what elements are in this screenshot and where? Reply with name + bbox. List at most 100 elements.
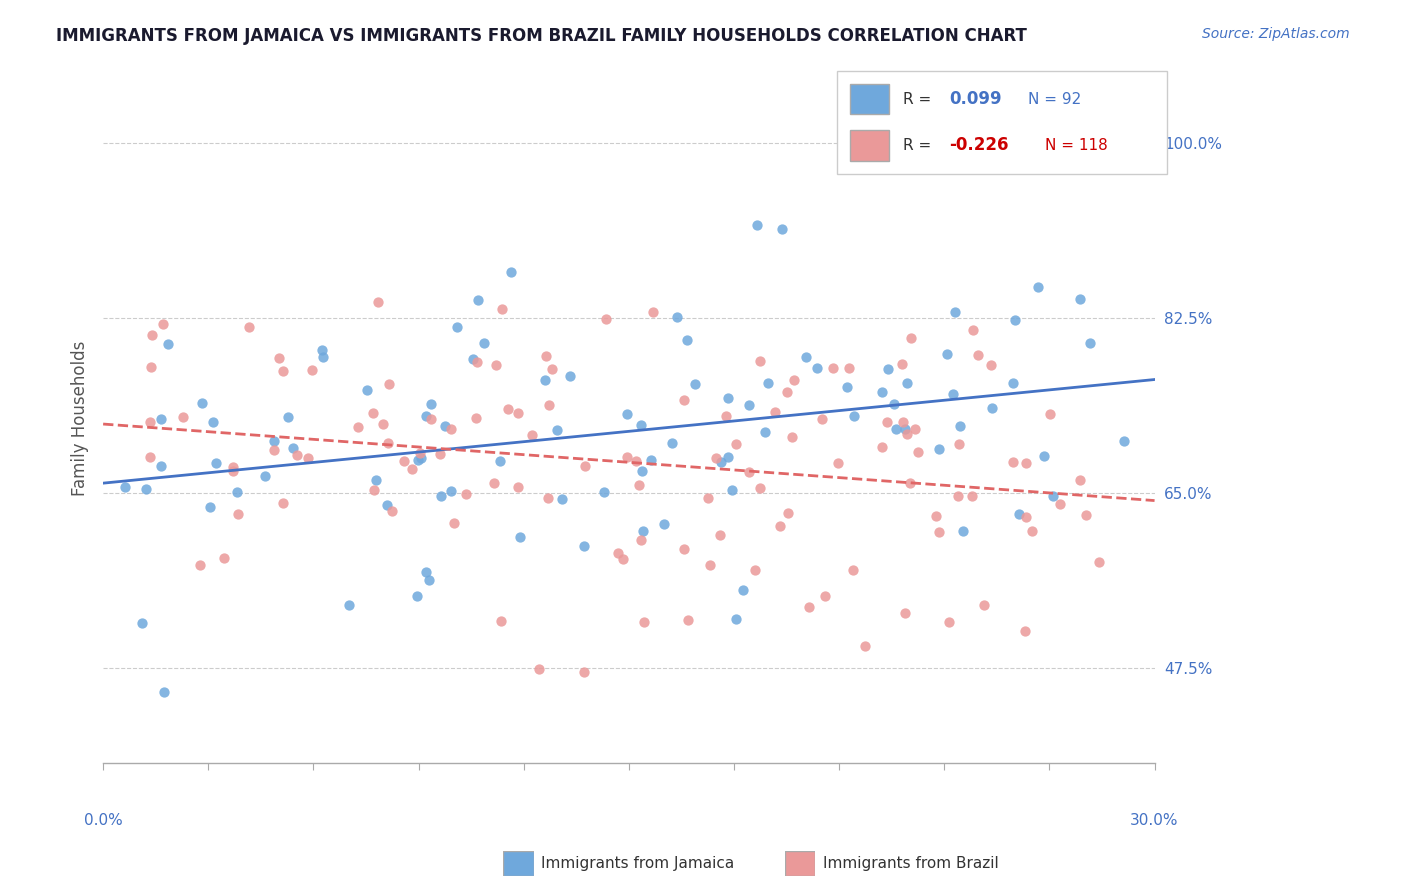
Point (1114, 434, 1136, 448)
Point (285, 448, 308, 462)
Point (810, 412, 832, 426)
Point (361, 406, 384, 420)
Point (366, 473, 388, 487)
Point (685, 376, 707, 391)
Point (778, 506, 800, 520)
Text: 30.0%: 30.0% (1130, 814, 1178, 828)
Point (467, 293, 489, 307)
Point (898, 475, 921, 490)
Point (737, 398, 759, 412)
Point (157, 337, 180, 351)
Point (415, 409, 437, 423)
Text: N = 118: N = 118 (1045, 137, 1108, 153)
Point (704, 451, 727, 466)
Point (1002, 376, 1025, 390)
Point (720, 483, 742, 498)
Text: N = 92: N = 92 (1028, 92, 1081, 106)
Point (429, 490, 451, 504)
Point (406, 453, 429, 467)
Point (465, 355, 488, 369)
Point (814, 589, 837, 603)
Point (896, 427, 918, 442)
Point (520, 427, 543, 442)
Point (401, 461, 423, 475)
Point (356, 383, 378, 397)
Point (420, 397, 443, 411)
Point (434, 419, 457, 434)
Text: Source: ZipAtlas.com: Source: ZipAtlas.com (1202, 27, 1350, 41)
Point (538, 398, 561, 412)
Point (717, 450, 740, 464)
Point (612, 551, 634, 566)
Point (1039, 407, 1062, 421)
Point (754, 425, 776, 440)
Point (952, 524, 974, 539)
Point (894, 606, 917, 620)
Point (381, 504, 404, 518)
Point (1015, 510, 1038, 524)
Point (534, 373, 557, 387)
Point (666, 310, 689, 324)
Point (876, 416, 898, 430)
Text: Immigrants from Jamaica: Immigrants from Jamaica (541, 856, 734, 871)
Point (440, 483, 463, 498)
Point (212, 551, 235, 566)
Point (271, 495, 294, 509)
Point (551, 492, 574, 507)
Point (489, 614, 512, 628)
Point (267, 351, 290, 365)
Point (1088, 555, 1111, 569)
Point (1004, 313, 1026, 327)
Point (1069, 474, 1091, 488)
Point (628, 478, 651, 492)
Point (254, 469, 277, 483)
Text: 0.099: 0.099 (949, 90, 1001, 108)
Point (139, 415, 162, 429)
Point (769, 519, 792, 533)
Point (960, 489, 983, 503)
Bar (849, 130, 890, 161)
Point (967, 348, 990, 362)
Point (131, 616, 153, 631)
Point (1042, 489, 1064, 503)
Point (411, 450, 433, 465)
Point (1033, 449, 1056, 463)
Point (420, 411, 443, 425)
Point (461, 352, 484, 367)
Point (1001, 455, 1024, 469)
Point (776, 384, 799, 399)
Point (980, 401, 1002, 415)
Point (394, 454, 416, 468)
Point (748, 481, 770, 495)
Point (141, 360, 163, 375)
Point (496, 402, 519, 417)
Point (135, 483, 157, 497)
Point (756, 376, 779, 390)
Point (263, 443, 285, 458)
Point (640, 453, 662, 467)
Point (301, 363, 323, 377)
Point (780, 430, 803, 444)
Point (377, 435, 399, 450)
Point (1015, 456, 1038, 470)
Point (896, 376, 918, 391)
Point (733, 583, 755, 598)
Point (238, 319, 260, 334)
Point (312, 350, 335, 364)
Point (509, 530, 531, 544)
Point (1008, 507, 1031, 521)
Point (631, 464, 654, 478)
Point (277, 409, 299, 424)
Point (263, 434, 285, 448)
Point (281, 441, 304, 455)
Point (201, 416, 224, 430)
Point (827, 456, 849, 470)
Point (770, 222, 793, 236)
Point (928, 525, 950, 540)
Point (661, 436, 683, 450)
Point (540, 362, 562, 376)
Point (714, 409, 737, 423)
Point (489, 453, 512, 467)
Point (699, 558, 721, 572)
Point (558, 368, 581, 383)
